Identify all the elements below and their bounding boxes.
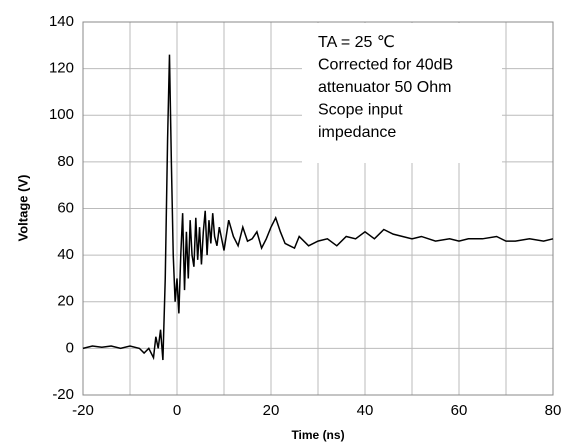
annotation: attenuator 50 Ohm [318,79,451,96]
y-tick-label: 0 [66,339,74,356]
y-tick-label: 80 [57,153,74,170]
plot-frame [82,21,554,396]
y-tick-label: 40 [57,246,74,263]
x-tick-label: 80 [545,402,562,419]
y-tick-label: 100 [49,106,74,123]
x-tick-label: 60 [451,402,468,419]
annotation-box [302,23,502,163]
annotation: impedance [318,124,396,141]
data-line [82,54,554,361]
y-tick-label: 140 [49,13,74,30]
x-axis-label: Time (ns) [291,428,344,442]
annotation: Corrected for 40dB [318,57,453,74]
x-tick-label: 20 [263,402,280,419]
y-tick-label: 60 [57,199,74,216]
y-tick-label: 20 [57,293,74,310]
annotation: TA = 25 ℃ [318,34,395,51]
x-tick-label: 0 [173,402,181,419]
annotation: Scope input [318,102,403,119]
y-tick-label: -20 [52,386,74,403]
y-tick-label: 120 [49,60,74,77]
x-tick-label: -20 [72,402,94,419]
y-axis-label: Voltage (V) [15,175,30,242]
x-tick-label: 40 [357,402,374,419]
